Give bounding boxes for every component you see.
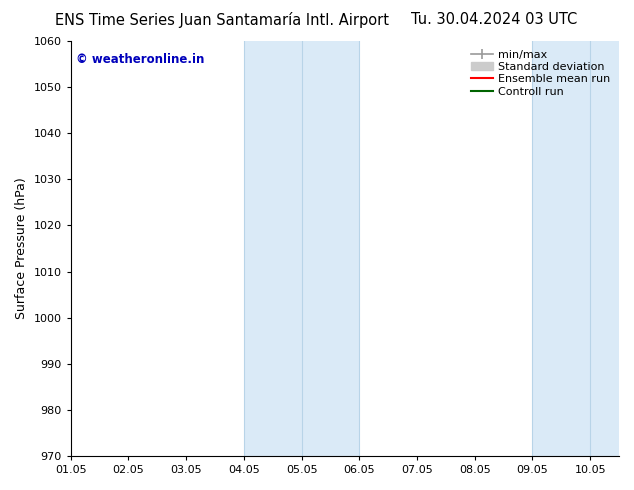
Legend: min/max, Standard deviation, Ensemble mean run, Controll run: min/max, Standard deviation, Ensemble me… [468,47,614,100]
Bar [533,41,619,456]
Text: © weatheronline.in: © weatheronline.in [76,53,205,67]
Text: ENS Time Series Juan Santamaría Intl. Airport: ENS Time Series Juan Santamaría Intl. Ai… [55,12,389,28]
Bar [244,41,359,456]
Text: Tu. 30.04.2024 03 UTC: Tu. 30.04.2024 03 UTC [411,12,578,27]
Y-axis label: Surface Pressure (hPa): Surface Pressure (hPa) [15,178,28,319]
